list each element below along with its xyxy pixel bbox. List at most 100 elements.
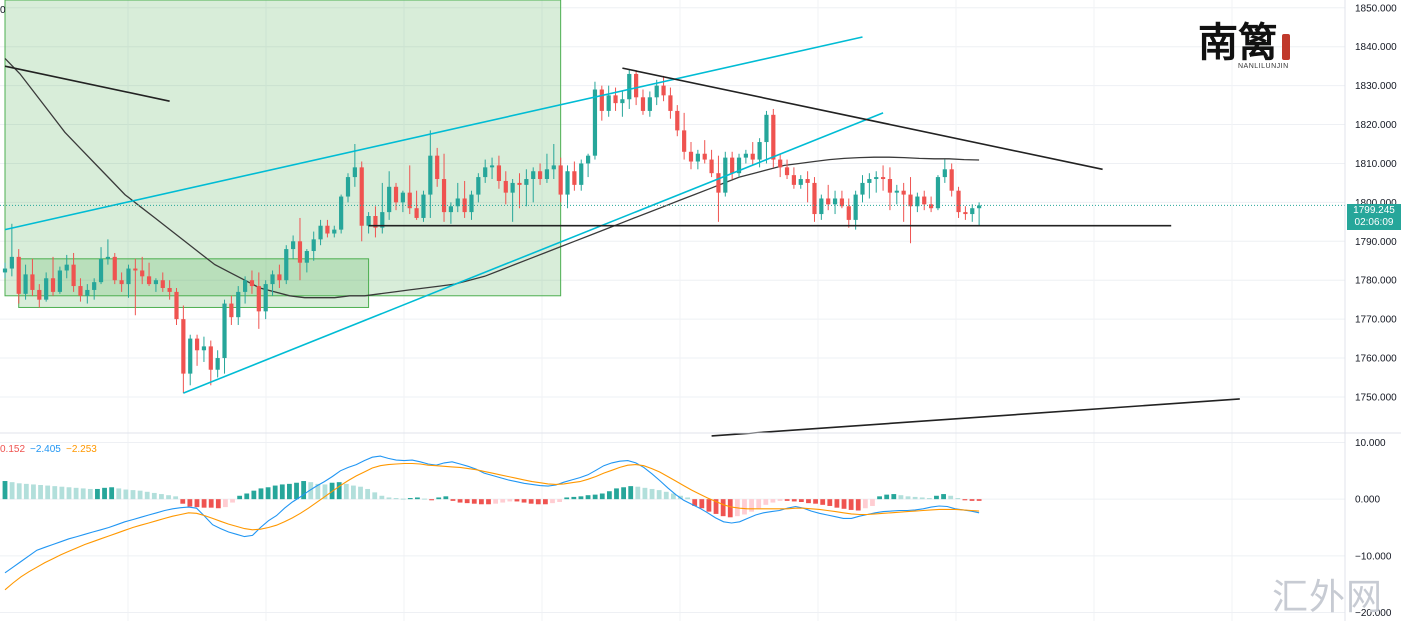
- macd-histogram-bar: [592, 494, 598, 500]
- trendline: [711, 398, 1240, 437]
- macd-histogram-bar: [336, 482, 342, 500]
- macd-histogram-bar: [180, 499, 186, 504]
- macd-histogram-bar: [564, 497, 570, 500]
- candle-body: [57, 270, 62, 292]
- watermark: 汇外网: [1272, 577, 1384, 618]
- candle-body: [819, 198, 824, 215]
- price-tick-label: 1780.000: [1355, 276, 1397, 287]
- macd-histogram-bar: [265, 487, 271, 500]
- candle: [812, 177, 817, 222]
- candle: [839, 190, 845, 209]
- macd-histogram-bar: [614, 488, 619, 500]
- candle: [798, 175, 803, 189]
- candle: [558, 157, 563, 203]
- candle-body: [798, 179, 803, 185]
- macd-histogram-bar: [571, 496, 577, 500]
- macd-histogram-bar: [436, 497, 442, 500]
- candle: [682, 112, 687, 160]
- macd-histogram-bar: [116, 488, 122, 500]
- candle-body: [702, 153, 707, 160]
- macd-histogram-bar: [798, 499, 804, 502]
- candle-body: [874, 177, 879, 180]
- trendline: [183, 112, 884, 394]
- candle: [592, 81, 598, 160]
- candle-body: [723, 157, 728, 193]
- macd-histogram-bar: [791, 499, 797, 502]
- candle: [764, 110, 769, 164]
- candle-body: [277, 274, 282, 281]
- macd-histogram-bar: [955, 498, 961, 500]
- macd-histogram-bar: [123, 489, 129, 500]
- candle-body: [695, 153, 700, 162]
- macd-histogram-bar: [699, 499, 705, 509]
- candle-body: [229, 303, 234, 318]
- macd-histogram-bar: [201, 499, 207, 508]
- candle-body: [915, 196, 920, 207]
- candle-body: [613, 95, 618, 104]
- candle: [421, 190, 426, 222]
- macd-histogram-bar: [173, 496, 179, 500]
- macd-histogram-bar: [415, 497, 420, 500]
- price-tick-label: 1770.000: [1355, 315, 1397, 326]
- candle-body: [784, 167, 790, 176]
- macd-tick-label: 10.000: [1355, 438, 1386, 449]
- candle: [620, 91, 625, 117]
- zone-rect: [18, 258, 370, 308]
- candle-body: [647, 97, 652, 111]
- macd-histogram-bar: [820, 499, 826, 505]
- candle: [194, 334, 200, 366]
- candle-body: [146, 276, 152, 285]
- macd-histogram-bar: [457, 499, 463, 503]
- candle-body: [483, 167, 488, 178]
- candle: [105, 239, 110, 265]
- price-tick-label: 1810.000: [1355, 159, 1397, 170]
- macd-histogram-bar: [130, 490, 136, 500]
- macd-histogram-bar: [478, 499, 484, 505]
- macd-histogram-bar: [294, 482, 299, 500]
- candle: [414, 190, 419, 220]
- macd-histogram-bar: [557, 499, 563, 502]
- candle-body: [119, 280, 124, 285]
- candle: [37, 284, 42, 308]
- macd-histogram-bar: [919, 497, 925, 500]
- candle: [668, 87, 673, 119]
- candle: [119, 272, 124, 292]
- candle-body: [284, 249, 289, 281]
- candle: [572, 161, 577, 191]
- macd-histogram-bar: [315, 483, 321, 500]
- macd-histogram-bar: [727, 499, 733, 518]
- candle-body: [85, 289, 90, 296]
- candle: [640, 89, 646, 115]
- macd-histogram-bar: [237, 495, 243, 500]
- candle: [201, 336, 207, 362]
- ma-line: [4, 57, 980, 299]
- macd-histogram-bar: [720, 499, 726, 517]
- candle-body: [956, 190, 961, 213]
- candle: [784, 159, 790, 180]
- candle-body: [977, 205, 982, 209]
- candle-body: [730, 157, 735, 174]
- candle: [599, 85, 604, 121]
- macd-histogram-bar: [464, 499, 470, 504]
- macd-histogram-bar: [365, 488, 371, 500]
- candle: [441, 153, 447, 222]
- macd-histogram-bar: [9, 482, 15, 500]
- candle-body: [435, 155, 440, 180]
- candle: [832, 190, 838, 215]
- candle: [400, 190, 405, 213]
- macd-histogram-bar: [386, 497, 392, 500]
- candle: [215, 350, 220, 378]
- candle: [942, 159, 947, 183]
- candle: [483, 159, 488, 183]
- candle-body: [805, 179, 810, 183]
- candle-body: [524, 179, 529, 185]
- candle-body: [297, 241, 303, 263]
- macd-histogram-bar: [884, 494, 890, 500]
- price-tick-label: 1800.000: [1355, 198, 1397, 209]
- candle: [2, 262, 8, 279]
- candle-body: [942, 169, 947, 178]
- macd-histogram-bar: [52, 486, 58, 500]
- candle-body: [16, 256, 21, 294]
- macd-histogram-bar: [642, 487, 648, 500]
- candle: [606, 85, 611, 117]
